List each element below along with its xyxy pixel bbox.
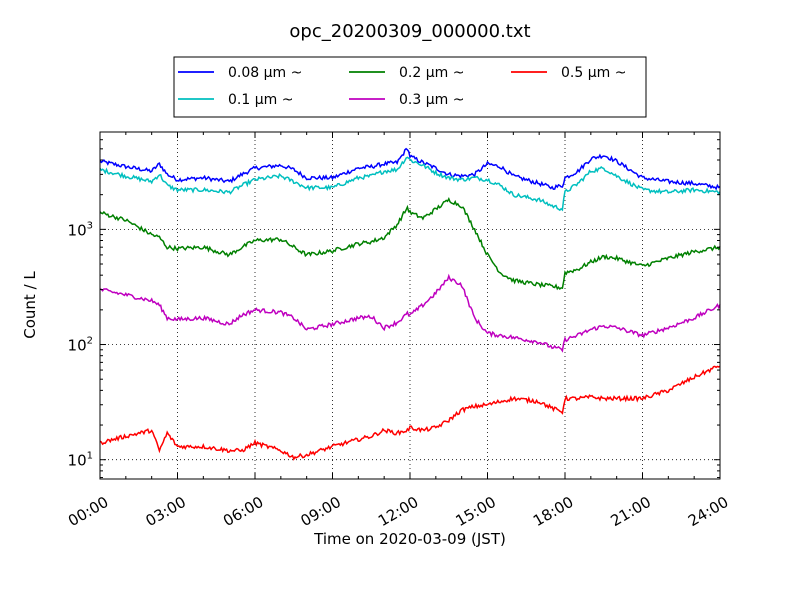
legend-frame	[173, 56, 647, 118]
y-tick-label: 103	[68, 220, 93, 239]
legend-label-5: 0.5 μm ~	[561, 65, 626, 81]
grid	[100, 132, 720, 479]
legend-label-3: 0.2 μm ~	[399, 65, 464, 81]
chart-title: opc_20200309_000000.txt	[289, 21, 530, 42]
series-line-2	[99, 156, 721, 212]
legend-label-2: 0.1 μm ~	[228, 92, 293, 108]
legend-label-4: 0.3 μm ~	[399, 92, 464, 108]
legend-items: 0.08 μm ~ 0.1 μm ~ 0.2 μm ~ 0.3 μm ~ 0.5 μm …	[178, 65, 626, 108]
legend-label-1: 0.08 μm ~	[228, 65, 302, 81]
y-tick-label: 102	[68, 336, 93, 355]
series-line-5	[99, 365, 721, 461]
series-line-1	[99, 147, 721, 191]
legend: 0.08 μm ~ 0.1 μm ~ 0.2 μm ~ 0.3 μm ~ 0.5 μm …	[173, 56, 647, 118]
plot-area	[99, 147, 721, 461]
y-axis-label: Count / L	[21, 271, 39, 339]
x-axis-label: Time on 2020-03-09 (JST)	[313, 530, 506, 548]
y-axis: 101 102 103	[68, 131, 720, 479]
series-line-4	[99, 273, 721, 353]
y-tick-label: 101	[68, 451, 93, 470]
series-line-3	[99, 197, 721, 291]
